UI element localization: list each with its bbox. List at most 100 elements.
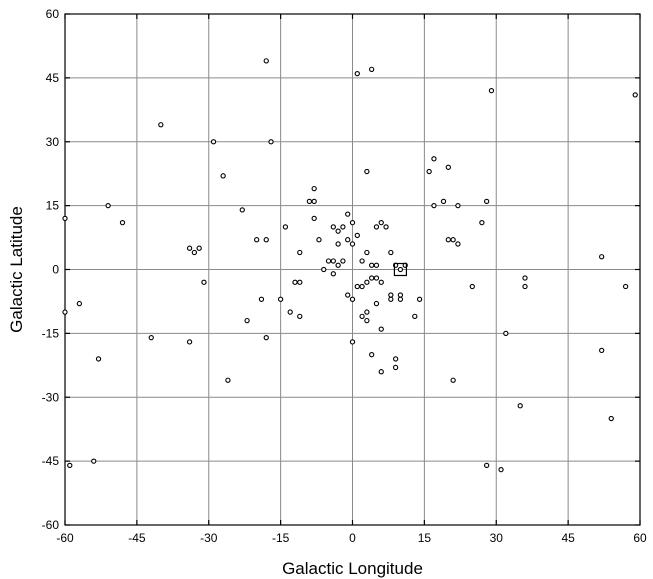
grid [64, 13, 641, 526]
data-point [254, 237, 260, 243]
data-point [191, 249, 198, 256]
data-point [455, 202, 461, 209]
data-point [306, 198, 313, 205]
data-point [503, 330, 509, 337]
data-point [349, 296, 356, 302]
y-tick-label: -30 [42, 390, 60, 404]
data-point [373, 300, 380, 307]
data-point [325, 258, 332, 264]
data-point [364, 279, 370, 285]
data-point [297, 313, 303, 319]
data-point [383, 224, 389, 230]
y-tick-labels: -60 -45 -30 -15 0 15 30 45 60 [42, 7, 60, 532]
data-point [397, 292, 404, 298]
data-point [599, 254, 605, 260]
data-point [239, 207, 245, 213]
y-tick-label: 45 [46, 71, 60, 85]
data-point [445, 237, 451, 243]
data-point [392, 356, 399, 362]
x-tick-label: 45 [561, 531, 575, 545]
data-point [335, 228, 341, 234]
data-point [469, 283, 475, 290]
data-point [364, 317, 370, 324]
data-point [359, 283, 365, 290]
y-tick-label: -45 [42, 454, 60, 468]
data-point [196, 245, 202, 251]
data-point [397, 266, 404, 273]
y-tick-label: 30 [46, 135, 60, 149]
data-point [450, 377, 456, 383]
data-point [349, 339, 356, 345]
data-point [340, 224, 346, 230]
data-point [484, 462, 490, 469]
x-tick-label: 30 [490, 531, 504, 545]
data-point [210, 139, 217, 145]
highlight-box-rect [393, 262, 408, 277]
data-point [105, 202, 111, 209]
data-point [388, 249, 394, 256]
data-point [440, 198, 447, 205]
data-point [95, 356, 102, 362]
x-tick-label: -30 [200, 531, 218, 545]
data-point [369, 66, 375, 73]
data-point [599, 347, 605, 354]
x-axis-label: Galactic Longitude [282, 559, 423, 578]
data-point [330, 271, 336, 277]
data-point [311, 185, 317, 192]
data-point [416, 296, 423, 302]
data-point [244, 317, 250, 324]
data-point [522, 275, 528, 281]
data-point [373, 262, 380, 268]
data-point [263, 334, 269, 341]
data-points [62, 58, 638, 473]
data-point [369, 352, 375, 358]
data-point [91, 458, 97, 464]
x-tick-label: 15 [418, 531, 432, 545]
data-point [455, 241, 461, 247]
data-point [297, 279, 303, 285]
data-point [388, 292, 394, 298]
data-point [426, 168, 432, 175]
y-tick-label: 60 [46, 7, 60, 21]
data-point [359, 258, 365, 264]
data-point [311, 215, 317, 222]
data-point [431, 156, 437, 162]
data-point [359, 313, 365, 319]
highlight-box [393, 262, 408, 277]
data-point [378, 220, 384, 226]
data-point [392, 364, 399, 371]
data-point [345, 237, 351, 243]
x-tick-label: -45 [128, 531, 146, 545]
data-point [349, 241, 356, 247]
data-point [335, 241, 341, 247]
data-point [431, 202, 437, 209]
x-tick-label: -60 [56, 531, 74, 545]
data-point [450, 237, 456, 243]
data-point [263, 58, 269, 64]
data-point [354, 283, 360, 290]
data-point [316, 237, 322, 243]
data-point [412, 313, 418, 319]
data-point [364, 309, 370, 315]
data-point [369, 262, 375, 268]
data-point [119, 220, 126, 226]
data-point [263, 237, 269, 243]
data-point [76, 300, 83, 307]
data-point [397, 296, 404, 302]
data-point [268, 139, 274, 145]
data-point [292, 279, 298, 285]
y-tick-label: 0 [52, 263, 59, 277]
data-point [517, 403, 523, 409]
data-point [297, 249, 303, 256]
data-point [522, 283, 528, 290]
data-point [345, 292, 351, 298]
data-point [62, 215, 68, 222]
data-point [321, 266, 327, 273]
data-point [349, 220, 356, 226]
data-point [354, 232, 360, 239]
data-point [373, 275, 380, 281]
y-tick-label: 15 [46, 199, 60, 213]
axis-ticks [64, 13, 641, 526]
data-point [354, 70, 360, 77]
